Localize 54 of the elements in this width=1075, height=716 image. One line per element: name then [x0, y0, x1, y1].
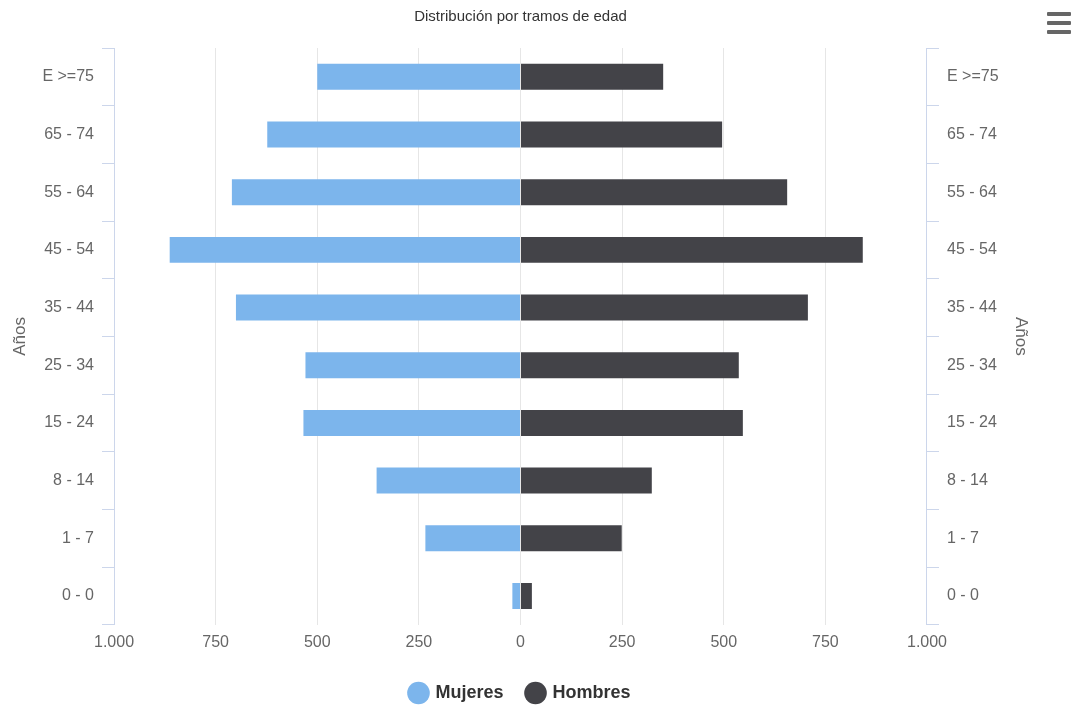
x-tick-label: 250: [405, 632, 433, 650]
x-tick-label: 1.000: [906, 632, 948, 650]
bar: [231, 179, 520, 206]
bar: [512, 582, 520, 609]
bar: [317, 63, 520, 90]
category-label: 8 - 14: [947, 471, 988, 489]
bar: [521, 352, 739, 379]
category-label: 1 - 7: [947, 528, 980, 546]
bar: [521, 409, 743, 436]
legend-label: Mujeres: [435, 681, 504, 702]
bar: [521, 63, 664, 90]
bar: [425, 525, 520, 552]
y-tick-label: 0 - 0: [61, 586, 95, 604]
bar: [235, 294, 520, 321]
bar: [521, 294, 808, 321]
bar: [521, 179, 788, 206]
category-label: 25 - 34: [947, 355, 997, 373]
bar: [303, 409, 520, 436]
bar: [521, 236, 863, 263]
category-label: 65 - 74: [947, 124, 997, 142]
bar: [305, 352, 520, 379]
x-tick-label: 500: [303, 632, 331, 650]
y-axis-title: Años: [9, 317, 29, 356]
y2-axis-title: Años: [1012, 317, 1032, 356]
y-tick-label: E >=75: [42, 67, 95, 85]
bar: [521, 121, 723, 148]
y-tick-label: 1 - 7: [61, 528, 95, 546]
x-tick-label: 250: [608, 632, 636, 650]
category-label: 55 - 64: [947, 182, 997, 200]
category-label: E >=75: [947, 67, 999, 85]
x-tick-label: 0: [516, 632, 526, 650]
bar: [521, 467, 652, 494]
y-tick-label: 15 - 24: [44, 413, 95, 431]
legend-label: Hombres: [552, 681, 631, 702]
bar: [267, 121, 520, 148]
category-label: 0 - 0: [947, 586, 980, 604]
y-tick-label: 55 - 64: [44, 182, 95, 200]
category-label: 45 - 54: [947, 240, 997, 258]
category-label: 35 - 44: [947, 297, 997, 315]
bar: [169, 236, 520, 263]
y-tick-label: 35 - 44: [44, 297, 95, 315]
chart-title: Distribución por tramos de edad: [414, 7, 627, 25]
bar: [521, 582, 532, 609]
y-tick-label: 8 - 14: [53, 471, 95, 489]
y-tick-label: 25 - 34: [44, 355, 95, 373]
x-tick-label: 500: [710, 632, 738, 650]
x-tick-label: 1.000: [93, 632, 135, 650]
x-tick-label: 750: [812, 632, 839, 650]
y-tick-label: 45 - 54: [44, 240, 95, 258]
bar: [521, 525, 622, 552]
bar: [376, 467, 520, 494]
category-label: 15 - 24: [947, 413, 997, 431]
x-tick-label: 750: [202, 632, 230, 650]
y-tick-label: 65 - 74: [44, 124, 95, 142]
